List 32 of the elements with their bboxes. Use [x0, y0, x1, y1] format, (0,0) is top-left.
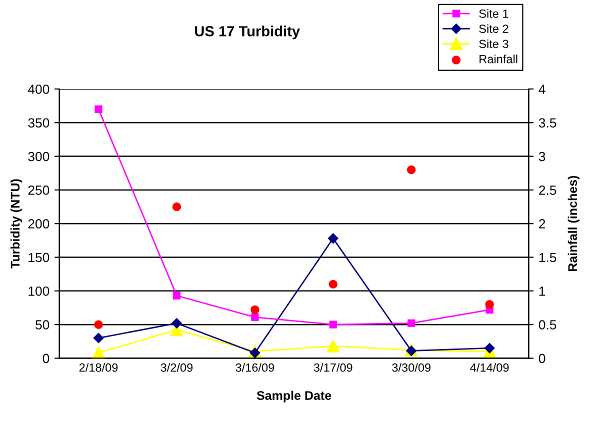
legend-label: Rainfall	[480, 54, 518, 64]
chart-title: US 17 Turbidity	[195, 26, 300, 40]
legend-label: Site 2	[479, 24, 508, 33]
y-tick-label: 250	[28, 186, 50, 195]
y2-tick-label: 0.5	[538, 320, 556, 330]
y2-tick-label: 3.5	[538, 118, 556, 128]
y-tick-label: 350	[28, 118, 50, 128]
y2-tick-label: 2	[539, 219, 546, 228]
y-tick-label: 400	[28, 84, 50, 94]
y-tick-label: 100	[28, 286, 50, 296]
y2-tick-label: 4	[538, 84, 546, 94]
y2-tick-label: 2.5	[539, 186, 556, 195]
legend-label: Site 1	[479, 9, 508, 18]
x-tick-label: 3/17/09	[314, 363, 352, 372]
x-tick-label: 3/30/09	[392, 363, 430, 372]
x-tick-label: 2/18/09	[79, 363, 118, 372]
y2-tick-label: 3	[538, 152, 546, 162]
y2-tick-label: 1.5	[539, 252, 556, 262]
x-tick-label: 3/16/09	[236, 363, 274, 372]
y2-tick-label: 1	[539, 286, 546, 296]
y-tick-label: 150	[28, 252, 50, 262]
legend-label: Site 3	[479, 39, 508, 48]
x-tick-label: 3/2/09	[160, 363, 193, 372]
y-tick-label: 200	[28, 219, 50, 229]
y-tick-label: 0	[42, 354, 50, 364]
y-tick-label: 50	[36, 320, 50, 330]
y2-axis-title: Rainfall (inches)	[568, 176, 580, 272]
x-tick-label: 4/14/09	[470, 363, 509, 372]
y-tick-label: 300	[28, 152, 50, 162]
x-axis-title: Sample Date	[256, 390, 332, 402]
y-axis-title: Turbidity (NTU)	[10, 179, 22, 268]
y2-tick-label: 0	[538, 354, 546, 364]
